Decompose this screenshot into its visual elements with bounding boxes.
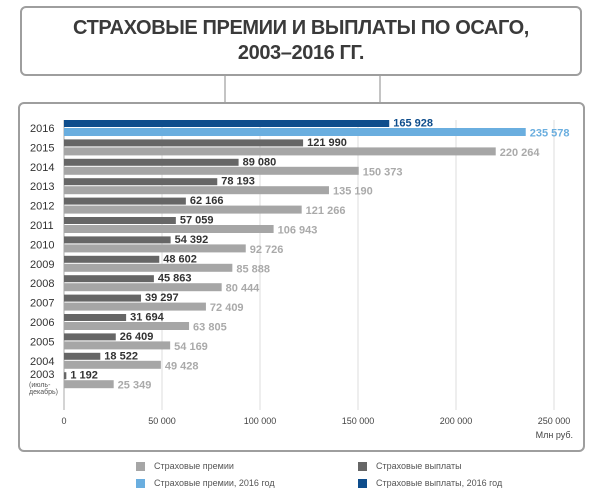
bar-payouts [64,120,390,127]
bar-payouts [64,217,176,224]
chart-title-box: СТРАХОВЫЕ ПРЕМИИ И ВЫПЛАТЫ ПО ОСАГО, 200… [20,6,582,76]
data-label-premiums: 150 373 [363,166,403,178]
bar-payouts [64,139,304,147]
data-label-payouts: 165 928 [393,118,433,130]
legend-swatch-premiums [136,461,145,471]
y-tick-label: 2011 [30,220,54,232]
data-label-payouts: 48 602 [163,253,197,265]
legend-swatch-payouts-2016 [358,478,367,488]
legend-label-payouts-2016: Страховые выплаты, 2016 год [376,478,503,488]
data-label-premiums: 63 805 [193,322,227,334]
bar-payouts [64,372,67,380]
data-label-payouts: 57 059 [180,215,214,227]
bar-payouts [64,294,142,302]
data-label-payouts: 78 193 [221,176,255,188]
bar-premiums [64,283,222,292]
y-tick-label: 2007 [30,298,54,310]
x-tick-label: 100 000 [244,416,277,426]
x-axis-unit-label: Млн руб. [536,430,573,440]
bar-payouts [64,352,101,360]
bar-premiums [64,341,171,350]
data-label-premiums: 54 169 [174,341,208,353]
y-tick-label: 2003 [30,369,54,381]
y-tick-label: 2010 [30,239,54,251]
data-label-premiums: 121 266 [306,205,346,217]
title-connector-left [224,76,226,102]
bar-premiums [64,322,190,330]
data-label-payouts: 26 409 [120,331,154,343]
x-tick-label: 250 000 [538,416,571,426]
bar-payouts [64,178,218,186]
bar-premiums [64,186,329,195]
bar-premiums [64,128,526,136]
data-label-premiums: 49 428 [165,360,199,372]
legend-item-payouts: Страховые выплаты [358,460,462,472]
bar-premiums [64,302,206,311]
data-label-payouts: 1 192 [70,370,98,382]
legend-label-premiums-2016: Страховые премии, 2016 год [154,478,275,488]
bar-premiums [64,225,274,233]
title-connector-right [379,76,381,102]
bar-payouts [64,197,186,205]
bar-payouts [64,275,154,283]
y-tick-label: 2016 [30,123,54,135]
y-tick-label: 2014 [30,162,54,174]
x-tick-label: 150 000 [342,416,375,426]
y-tick-label: 2005 [30,336,54,348]
bar-payouts [64,314,127,321]
chart-title-line-1: СТРАХОВЫЕ ПРЕМИИ И ВЫПЛАТЫ ПО ОСАГО, [73,17,529,39]
y-tick-label: 2004 [30,356,54,368]
legend-item-premiums-2016: Страховые премии, 2016 год [136,477,275,489]
data-label-premiums: 92 726 [250,244,284,256]
data-label-payouts: 39 297 [145,292,179,304]
data-label-payouts: 18 522 [104,350,138,362]
x-tick-label: 50 000 [148,416,176,426]
y-tick-label: 2009 [30,259,54,271]
y-tick-label: 2006 [30,317,54,329]
data-label-payouts: 89 080 [243,156,277,168]
data-label-payouts: 54 392 [175,234,209,246]
bar-premiums [64,380,114,389]
bar-payouts [64,333,116,341]
legend-swatch-payouts [358,461,367,471]
data-label-premiums: 72 409 [210,302,244,314]
data-label-payouts: 31 694 [130,312,165,324]
chart-frame [18,102,585,452]
legend-label-payouts: Страховые выплаты [376,461,462,471]
chart-title-line-2: 2003–2016 ГГ. [237,42,365,64]
data-label-payouts: 121 990 [307,137,347,149]
x-tick-label: 0 [61,416,66,426]
data-label-premiums: 235 578 [530,128,570,140]
bar-payouts [64,255,160,263]
y-tick-label: 2008 [30,278,54,290]
data-label-premiums: 135 190 [333,186,373,198]
legend-label-premiums: Страховые премии [154,461,234,471]
bar-payouts [64,158,239,166]
data-label-premiums: 85 888 [236,263,270,275]
bar-premiums [64,263,233,272]
data-label-premiums: 80 444 [226,283,261,295]
y-tick-label: 2015 [30,142,54,154]
x-tick-label: 200 000 [440,416,473,426]
data-label-premiums: 25 349 [118,380,152,392]
legend-swatch-premiums-2016 [136,478,145,488]
y-tick-sublabel: (июль- [29,382,51,389]
legend-item-payouts-2016: Страховые выплаты, 2016 год [358,477,502,489]
data-label-premiums: 106 943 [278,225,318,237]
y-tick-label: 2012 [30,201,54,213]
data-label-premiums: 220 264 [500,147,541,159]
bar-payouts [64,236,171,244]
bar-premiums [64,360,161,369]
bar-premiums [64,244,246,253]
data-label-payouts: 62 166 [190,195,224,207]
legend-item-premiums: Страховые премии [136,460,234,472]
y-tick-sublabel: декабрь) [29,388,58,396]
y-tick-label: 2013 [30,181,54,193]
bar-premiums [64,205,302,214]
data-label-payouts: 45 863 [158,273,192,285]
bar-premiums [64,147,496,156]
bar-premiums [64,166,359,175]
